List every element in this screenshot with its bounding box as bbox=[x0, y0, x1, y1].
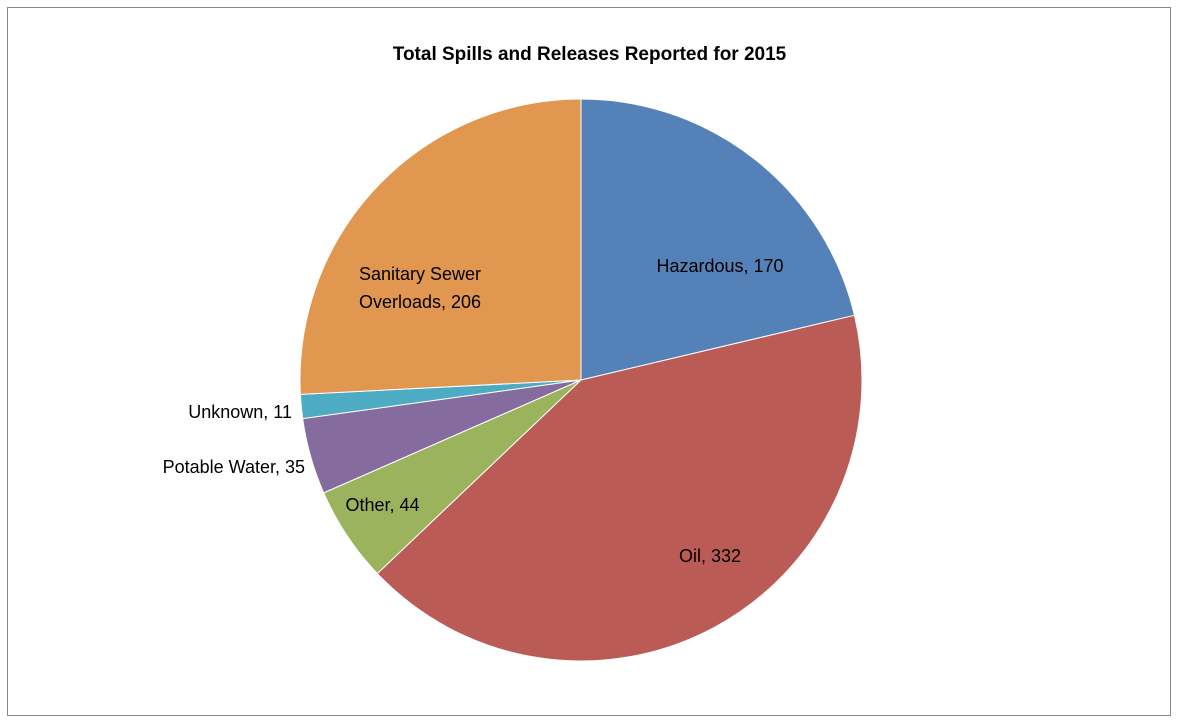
data-label: Unknown, 11 bbox=[188, 402, 292, 422]
pie-slice bbox=[580, 98, 856, 381]
data-label: Oil, 332 bbox=[678, 546, 742, 566]
data-label: Sanitary Sewer Overloads, 206 bbox=[358, 264, 482, 312]
pie-slice bbox=[376, 314, 863, 662]
pie-slice bbox=[299, 98, 582, 395]
data-label: Hazardous, 170 bbox=[656, 256, 784, 276]
data-label: Other, 44 bbox=[345, 495, 420, 515]
data-label: Potable Water, 35 bbox=[162, 457, 305, 477]
chart-title: Total Spills and Releases Reported for 2… bbox=[392, 44, 787, 65]
